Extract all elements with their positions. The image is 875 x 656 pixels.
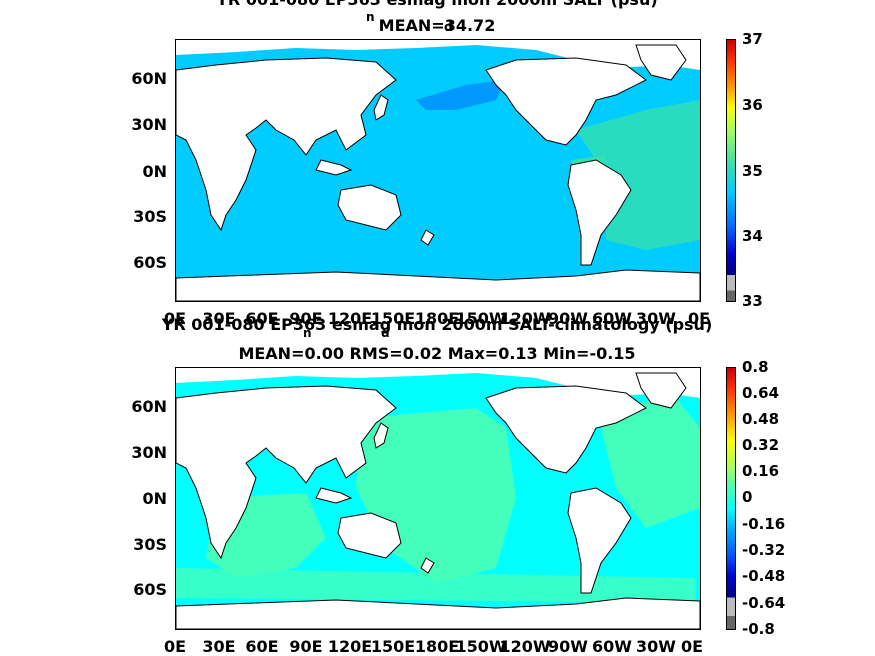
panel-1-colorbar-tick-33: 33 [742,292,763,310]
panel-2-map-canvas [176,368,700,629]
panel-1-lon-0e: 0E [163,309,187,328]
panel-1-lon-120w: 120W [499,309,551,328]
panel-1-colorbar-tick-37: 37 [742,30,763,48]
panel-2-colorbar-tick-0.32: 0.32 [742,436,780,454]
arctic-land [176,40,700,70]
south-america-land [567,159,632,266]
panel-1-colorbar [726,39,736,302]
greenland-land-2 [635,372,687,409]
new-zealand-land [420,229,435,246]
panel-2-subtitle: MEAN=0.00 RMS=0.02 Max=0.13 Min=-0.15 [238,344,636,363]
panel-2-colorbar-tick-neg0.8: -0.8 [742,620,775,638]
panel-2-lon-0e-end: 0E [680,637,704,656]
indonesia-land [315,159,353,176]
panel-2-lat-60n: 60N [131,397,167,416]
panel-2-colorbar-tick-0.8: 0.8 [742,358,769,376]
south-america-land-2 [567,487,632,594]
panel-1-lon-90w: 90W [548,309,588,328]
panel-1-lat-30n: 30N [131,115,167,134]
panel-2-colorbar [726,367,736,630]
panel-2-lon-30w: 30W [636,637,676,656]
panel-1-colorbar-tick-35: 35 [742,162,763,180]
panel-2-lon-60w: 60W [592,637,632,656]
panel-2-lon-0e: 0E [163,637,187,656]
panel-2-lat-0n: 0N [142,489,167,508]
southern-anomaly-green [176,568,696,603]
arctic-land-2 [176,368,700,398]
panel-2-lon-120w: 120W [499,637,551,656]
panel-2-lon-30e: 30E [202,637,236,656]
north-america-land [485,57,647,146]
panel-2-lon-90w: 90W [548,637,588,656]
japan-land [373,94,389,121]
panel-2-lat-30s: 30S [133,535,167,554]
panel-1-lon-0e-end: 0E [687,309,711,328]
panel-1-lon-90e: 90E [289,309,323,328]
australia-land-2 [337,512,402,559]
new-zealand-land-2 [420,557,435,574]
panel-2-colorbar-tick-neg0.64: -0.64 [742,594,786,612]
panel-1-lon-180e: 180E [414,309,460,328]
panel-1-map-canvas [176,40,700,301]
panel-1-title-subscript-n: n [366,10,375,24]
australia-land [337,184,402,231]
panel-2-colorbar-tick-0.48: 0.48 [742,410,780,428]
panel-1-lon-150w: 150W [455,309,507,328]
panel-2-colorbar-tick-0.16: 0.16 [742,462,780,480]
panel-1-lon-60e: 60E [245,309,279,328]
north-america-land-2 [485,385,647,474]
panel-2-colorbar-tick-neg0.32: -0.32 [742,541,786,559]
eurasia-africa-land [176,57,397,232]
panel-2-title-subscript-d: d [381,326,390,340]
panel-1-lon-120e: 120E [327,309,373,328]
panel-1-colorbar-tick-36: 36 [742,96,763,114]
panel-1-lat-0n: 0N [142,162,167,181]
atlantic-anomaly-green [596,398,700,528]
panel-2-lon-60e: 60E [245,637,279,656]
north-pacific-low-salinity [416,80,506,110]
panel-1-map [175,39,701,302]
eurasia-africa-land-2 [176,385,397,560]
japan-land-2 [373,422,389,449]
panel-1-colorbar-tick-34: 34 [742,227,763,245]
panel-2-lon-120e: 120E [327,637,373,656]
panel-2-map [175,367,701,630]
panel-2-colorbar-tick-neg0.16: -0.16 [742,515,786,533]
panel-2-lat-30n: 30N [131,443,167,462]
panel-2-lon-180e: 180E [414,637,460,656]
antarctica-land [176,269,700,301]
panel-1-title-subscript-d: d [444,20,453,34]
greenland-land [635,44,687,81]
panel-2-colorbar-tick-0: 0 [742,488,753,506]
panel-2-colorbar-tick-0.64: 0.64 [742,384,780,402]
panel-2-lat-60s: 60S [133,580,167,599]
panel-2-colorbar-tick-neg0.48: -0.48 [742,567,786,585]
panel-1-lon-30w: 30W [636,309,676,328]
panel-2-title: YR 001-080 EP363 esmag mon 2000m SALT-cl… [161,315,713,334]
indonesia-land-2 [315,487,353,504]
panel-1-lat-60n: 60N [131,69,167,88]
panel-1-subtitle: MEAN=34.72 [378,16,496,35]
panel-2-lon-90e: 90E [289,637,323,656]
panel-2-title-subscript-n: n [303,326,312,340]
panel-1-title: YR 001-080 EP363 esmag mon 2000m SALT (p… [216,0,657,9]
panel-2-lon-150w: 150W [455,637,507,656]
panel-1-lat-30s: 30S [133,207,167,226]
panel-1-lon-60w: 60W [592,309,632,328]
panel-1-lon-30e: 30E [202,309,236,328]
panel-1-lat-60s: 60S [133,253,167,272]
antarctica-land-2 [176,597,700,629]
panel-1-lon-150e: 150E [370,309,416,328]
panel-2-lon-150e: 150E [370,637,416,656]
